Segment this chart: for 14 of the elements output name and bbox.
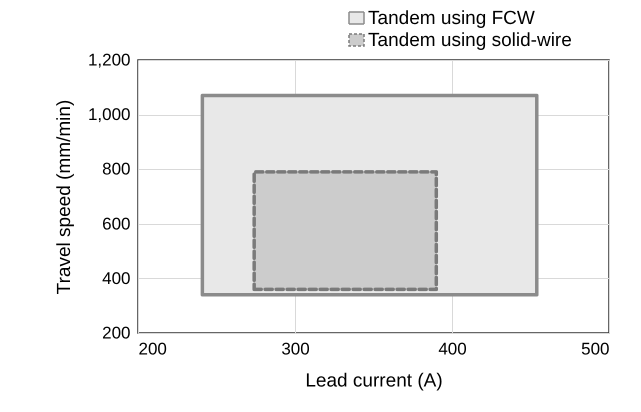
x-axis-title: Lead current (A) xyxy=(305,370,443,392)
x-tick-label: 200 xyxy=(138,340,167,358)
x-tick-label: 300 xyxy=(281,340,310,358)
y-tick-label: 1,200 xyxy=(88,50,130,70)
legend-label: Tandem using solid-wire xyxy=(368,30,572,51)
y-tick-label: 600 xyxy=(102,214,130,234)
y-tick-label: 800 xyxy=(102,160,130,179)
y-tick-label: 200 xyxy=(102,324,130,342)
legend-label: Tandem using FCW xyxy=(368,8,535,29)
y-tick-label: 400 xyxy=(102,268,130,288)
y-tick-label: 1,000 xyxy=(88,105,130,124)
y-axis-title: Travel speed (mm/min) xyxy=(54,100,75,294)
x-tick-label: 400 xyxy=(438,340,467,358)
x-tick-label: 500 xyxy=(581,340,610,358)
